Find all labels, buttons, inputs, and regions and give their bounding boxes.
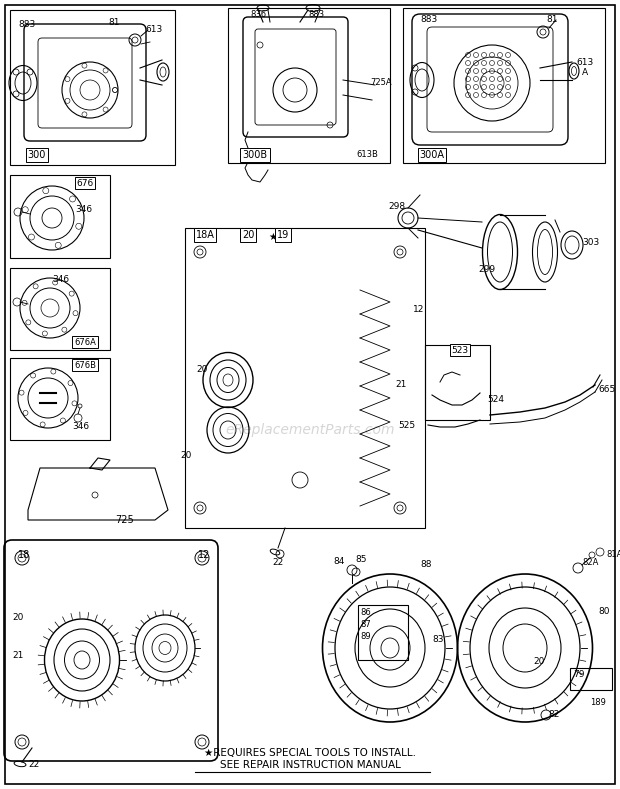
Text: 83: 83 (432, 635, 443, 644)
Text: 79: 79 (573, 670, 585, 679)
Text: 18: 18 (18, 550, 30, 560)
Bar (228, 8, 390, 163)
Text: 725A: 725A (370, 78, 392, 87)
Text: 19: 19 (277, 230, 289, 240)
Text: A: A (582, 68, 588, 77)
Text: ★REQUIRES SPECIAL TOOLS TO INSTALL.: ★REQUIRES SPECIAL TOOLS TO INSTALL. (204, 748, 416, 758)
Text: 676: 676 (76, 178, 94, 188)
Text: 20: 20 (196, 365, 207, 374)
Bar (10, 10, 175, 165)
Text: 300A: 300A (420, 150, 445, 160)
Bar (425, 345, 490, 420)
Text: 22: 22 (272, 558, 283, 567)
Bar (570, 668, 612, 690)
Text: 20: 20 (242, 230, 254, 240)
Text: 189: 189 (590, 698, 606, 707)
Text: 303: 303 (582, 238, 600, 247)
Text: 12: 12 (413, 305, 424, 314)
Text: 524: 524 (487, 395, 504, 404)
Text: 84: 84 (334, 558, 345, 567)
Text: ★: ★ (268, 232, 277, 242)
Text: 88: 88 (420, 560, 432, 569)
Bar (185, 228, 425, 528)
Bar (10, 175, 110, 258)
Text: 883: 883 (308, 10, 324, 19)
Text: eReplacementParts.com: eReplacementParts.com (225, 423, 395, 437)
Text: 836: 836 (250, 10, 266, 19)
Text: 87: 87 (360, 620, 371, 629)
Text: 883: 883 (420, 15, 437, 24)
Text: 613: 613 (576, 58, 593, 67)
Bar (10, 268, 110, 350)
Text: 21: 21 (395, 380, 406, 389)
Text: 613: 613 (145, 25, 162, 34)
Bar (10, 358, 110, 440)
Text: 346: 346 (72, 422, 89, 431)
Text: 81A: 81A (606, 550, 620, 559)
Text: 676A: 676A (74, 338, 96, 346)
Text: 883: 883 (18, 20, 35, 29)
Text: 18A: 18A (195, 230, 215, 240)
Text: 300B: 300B (242, 150, 268, 160)
Text: 82A: 82A (582, 558, 598, 567)
Text: 346: 346 (75, 205, 92, 214)
Text: 725: 725 (115, 515, 134, 525)
Text: 89: 89 (360, 632, 371, 641)
Text: 676B: 676B (74, 361, 96, 369)
Text: 12: 12 (198, 550, 210, 560)
Text: 298: 298 (388, 202, 405, 211)
Text: 22: 22 (28, 760, 39, 769)
Text: SEE REPAIR INSTRUCTION MANUAL: SEE REPAIR INSTRUCTION MANUAL (219, 760, 401, 770)
Text: 81: 81 (546, 15, 557, 24)
Text: 525: 525 (398, 421, 415, 429)
Text: 20: 20 (534, 657, 545, 667)
Text: 80: 80 (598, 608, 609, 616)
Text: 21: 21 (12, 650, 24, 660)
Text: 86: 86 (360, 608, 371, 617)
Text: 81: 81 (108, 18, 120, 27)
Text: 299: 299 (478, 265, 495, 274)
Bar (358, 605, 408, 660)
Bar (403, 8, 605, 163)
Text: 523: 523 (451, 346, 469, 354)
Text: 20: 20 (180, 451, 192, 459)
Text: 82: 82 (548, 710, 559, 719)
Text: 20: 20 (12, 614, 24, 623)
Text: 300: 300 (28, 150, 46, 160)
Text: 665: 665 (598, 385, 615, 394)
Text: 613B: 613B (356, 150, 378, 159)
Text: 346: 346 (52, 275, 69, 284)
Text: 85: 85 (355, 555, 366, 564)
